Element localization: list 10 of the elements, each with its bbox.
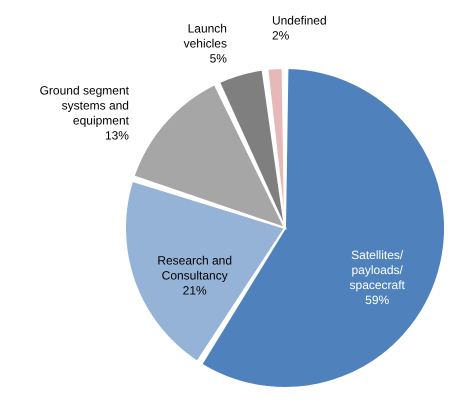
data-label: 13%	[104, 128, 130, 142]
slice-label: Undefined	[272, 13, 327, 28]
slice-label: Satellites/ payloads/ spacecraft	[350, 248, 406, 292]
slice-label: Launch vehicles	[184, 21, 227, 50]
data-label: 59%	[365, 292, 390, 307]
data-label: 21%	[182, 284, 208, 298]
slice-label: Research and Consultancy	[157, 254, 232, 283]
data-label: 2%	[272, 28, 290, 42]
slice-label: Ground segment systems and equipment	[40, 83, 130, 128]
data-label: 5%	[210, 51, 228, 66]
